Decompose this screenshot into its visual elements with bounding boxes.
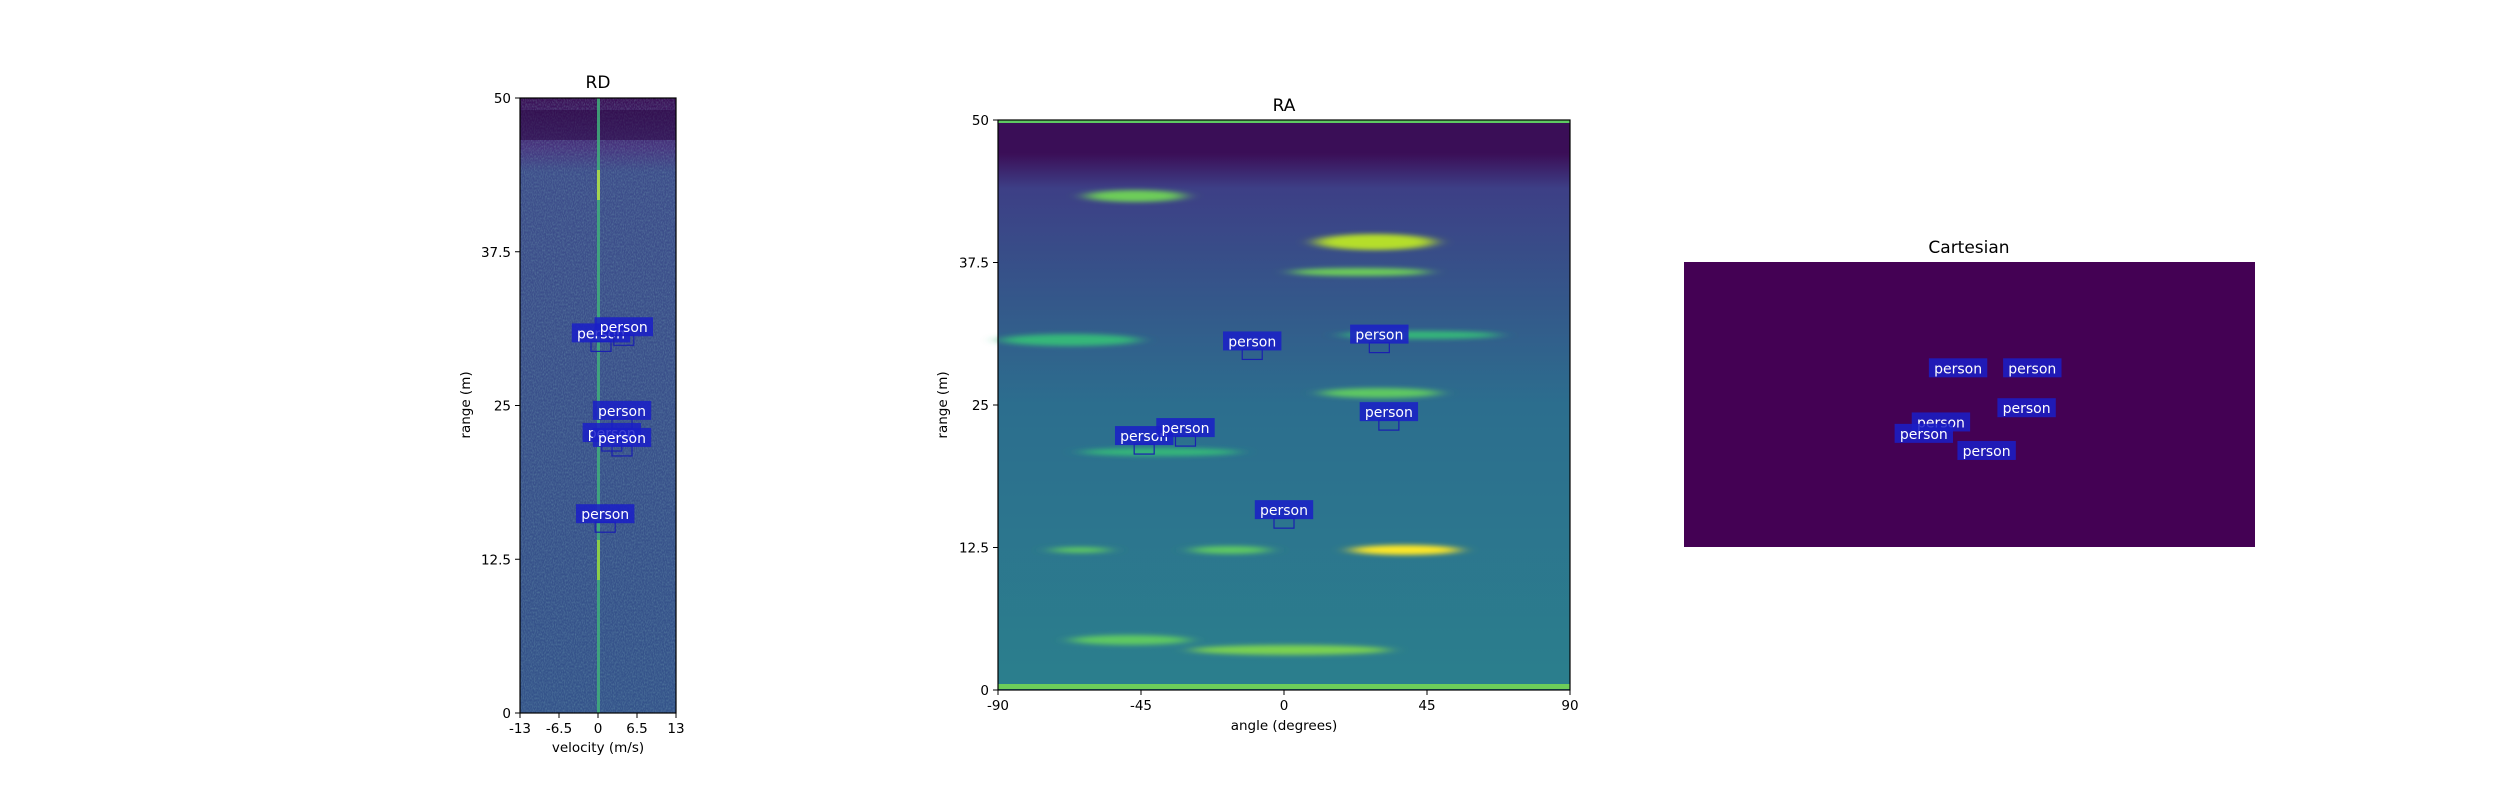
rd-axes: -13 -6.5 0 6.5 13 0 12.5 25 37.5 50 [481, 91, 685, 737]
ra-ytick-label: 50 [972, 113, 989, 129]
cartesian-heatmap [1684, 262, 2255, 547]
ra-xtick-label: -90 [987, 698, 1009, 714]
ra-detection-label: person [1120, 429, 1168, 445]
ra-ytick-label: 25 [972, 398, 989, 414]
ra-title: RA [1273, 96, 1296, 116]
cartesian-detection-label: person [2003, 401, 2051, 417]
cartesian-detection: person [1957, 440, 2016, 460]
rd-xtick-label: 6.5 [626, 721, 647, 737]
ra-detection: person [1359, 402, 1419, 431]
rd-detection: person [592, 427, 652, 457]
ra-top-edge-band [998, 120, 1570, 123]
ra-detection: person [1254, 500, 1314, 529]
cartesian-detection-tag [2003, 358, 2062, 378]
ra-detection: person [1223, 331, 1282, 361]
ra-detection: person [1156, 418, 1215, 447]
ra-heatmap [998, 120, 1570, 690]
cartesian-detection-label: person [1934, 361, 1982, 377]
rd-detection: person [594, 317, 653, 346]
ra-detection-tag [1156, 418, 1215, 438]
ra-ytick-label: 12.5 [959, 541, 989, 557]
ra-detection: person [1350, 324, 1409, 354]
rd-ytick-label: 25 [494, 399, 511, 415]
ra-xtick-label: 0 [1280, 698, 1289, 714]
rd-ytick-label: 0 [502, 706, 511, 722]
rd-ytick-label: 50 [494, 91, 511, 107]
cartesian-detection-tag [1894, 423, 1954, 443]
rd-detection-label: person [581, 507, 629, 523]
rd-detection-label: person [598, 431, 646, 447]
ra-detection-label: person [1228, 334, 1276, 350]
rd-xlabel: velocity (m/s) [552, 740, 644, 756]
ra-ylabel: range (m) [935, 371, 951, 438]
rd-zero-velocity-highlight [597, 540, 600, 580]
rd-xtick-label: -6.5 [546, 721, 572, 737]
ra-xtick-label: 90 [1561, 698, 1578, 714]
rd-xtick-label: -13 [509, 721, 531, 737]
rd-detection-label: person [600, 320, 648, 336]
cartesian-detection: person [2003, 358, 2062, 378]
ra-detection-label: person [1365, 405, 1413, 421]
ra-xlabel: angle (degrees) [1231, 718, 1338, 734]
ra-near-range-band [998, 684, 1570, 689]
rd-detection: person [576, 504, 635, 533]
ra-detection: person [1114, 426, 1174, 455]
rd-title: RD [586, 73, 611, 93]
cartesian-detection-label: person [1963, 444, 2011, 460]
cartesian-detection-tag [1957, 440, 2016, 460]
ra-heatmap-background [998, 120, 1570, 690]
ra-ytick-label: 0 [980, 683, 989, 699]
cartesian-detection-tag [1928, 358, 1988, 378]
rd-detection-label: person [598, 404, 646, 420]
rd-detection-tag [592, 427, 652, 447]
cartesian-detection: person [1928, 358, 1988, 378]
ra-xtick-label: 45 [1418, 698, 1435, 714]
cartesian-title: Cartesian [1928, 238, 2009, 258]
rd-detection-tag [592, 400, 652, 420]
cartesian-detection: person [1894, 423, 1954, 443]
rd-ytick-label: 37.5 [481, 245, 511, 261]
ra-heatmap-far-band [998, 125, 1570, 153]
rd-xtick-label: 0 [594, 721, 603, 737]
ra-detection-tag [1223, 331, 1282, 351]
cartesian-detection: person [1997, 398, 2056, 418]
rd-detection: person [592, 400, 652, 430]
ra-detection-label: person [1355, 328, 1403, 344]
ra-detection-tag [1350, 324, 1409, 344]
cartesian-detection-tag [1997, 398, 2056, 418]
rd-ytick-label: 12.5 [481, 552, 511, 568]
ra-detection-tag [1359, 402, 1419, 422]
rd-ylabel: range (m) [458, 371, 474, 438]
rd-panel: RD personpersonpersonpersonpersonperson … [458, 73, 685, 756]
cartesian-detection-label: person [2008, 361, 2056, 377]
ra-detection-tag [1254, 500, 1314, 520]
cartesian-panel: Cartesian person person person person person… [1684, 238, 2255, 547]
rd-detection-tag [576, 504, 635, 524]
rd-xtick-label: 13 [667, 721, 684, 737]
rd-detection-tag [594, 317, 653, 337]
ra-ytick-label: 37.5 [959, 256, 989, 272]
rd-zero-velocity-highlight [597, 170, 600, 200]
cartesian-detection-label: person [1900, 427, 1948, 443]
ra-xtick-label: -45 [1130, 698, 1152, 714]
ra-detection-label: person [1161, 421, 1209, 437]
ra-detection-label: person [1260, 503, 1308, 519]
ra-axes: -90 -45 0 45 90 0 12.5 25 37.5 50 [959, 113, 1579, 714]
